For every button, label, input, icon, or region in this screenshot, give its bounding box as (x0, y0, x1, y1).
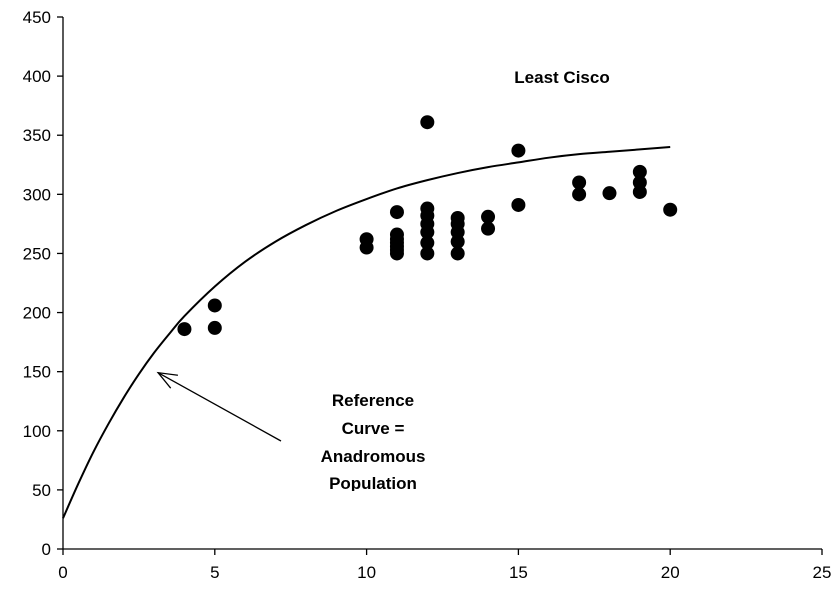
y-tick-label-100: 100 (23, 422, 51, 441)
y-tick-label-400: 400 (23, 67, 51, 86)
y-tick-label-150: 150 (23, 363, 51, 382)
x-tick-label-0: 0 (58, 563, 67, 582)
data-point-35 (663, 202, 678, 217)
data-point-26 (481, 221, 496, 236)
data-point-29 (572, 175, 587, 190)
x-tick-label-10: 10 (357, 563, 376, 582)
data-point-27 (511, 143, 526, 158)
reference-curve (62, 146, 671, 519)
data-point-28 (511, 197, 526, 212)
data-point-6 (389, 205, 404, 220)
y-tick-label-200: 200 (23, 304, 51, 323)
reference-arrow-head (156, 371, 179, 389)
data-point-25 (481, 209, 496, 224)
data-point-23 (450, 234, 465, 249)
data-point-12 (389, 246, 404, 261)
reference-arrow-line (157, 372, 282, 442)
tick-labels: 0 50 100 150 200 250 300 350 400 450 0 5 10 15 20 25 (23, 8, 832, 582)
y-tick-label-350: 350 (23, 126, 51, 145)
ref-label-line-1: Reference (332, 391, 414, 410)
y-tick-label-250: 250 (23, 244, 51, 263)
data-point-18 (420, 235, 435, 250)
ref-label-line-2: Curve = (342, 419, 405, 438)
x-tick-label-5: 5 (210, 563, 219, 582)
y-tick-label-300: 300 (23, 185, 51, 204)
y-tick-label-0: 0 (42, 540, 51, 559)
tick-marks (57, 16, 823, 555)
x-tick-label-15: 15 (509, 563, 528, 582)
x-tick-label-20: 20 (661, 563, 680, 582)
data-point-34 (632, 184, 647, 199)
data-point-31 (602, 186, 617, 201)
ref-label-line-4: Population (329, 474, 417, 493)
ref-label-line-3: Anadromous (321, 447, 426, 466)
data-point-24 (450, 246, 465, 261)
data-point-3 (207, 320, 222, 335)
y-tick-label-50: 50 (32, 481, 51, 500)
data-point-1 (177, 322, 192, 337)
data-point-13 (420, 115, 435, 130)
reference-curve-label: Reference Curve = Anadromous Population (321, 391, 426, 493)
data-points (177, 115, 678, 337)
axes (62, 17, 822, 550)
data-point-2 (207, 298, 222, 313)
y-tick-label-450: 450 (23, 8, 51, 27)
data-point-17 (420, 225, 435, 240)
data-point-19 (420, 246, 435, 261)
chart-title: Least Cisco (514, 68, 609, 87)
label-clip-mask (300, 491, 450, 505)
data-point-30 (572, 187, 587, 202)
data-point-32 (632, 164, 647, 179)
x-tick-label-25: 25 (813, 563, 832, 582)
data-point-5 (359, 240, 374, 255)
